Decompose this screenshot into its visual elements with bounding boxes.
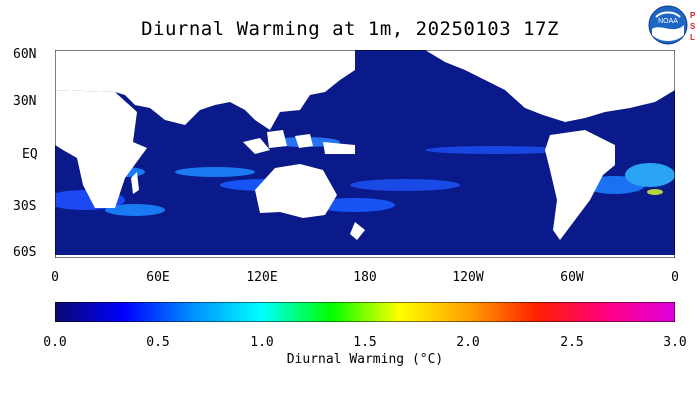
colorbar-title: Diurnal Warming (°C) (286, 352, 444, 367)
newguinea-land (323, 142, 355, 154)
colorbar-tick: 0.0 (43, 335, 67, 350)
colorbar-tick: 2.5 (560, 335, 584, 350)
northamerica-land (425, 50, 675, 122)
noaa-logo-icon: NOAA (648, 5, 688, 45)
svg-text:NOAA: NOAA (658, 18, 678, 25)
colorbar-tick: 2.0 (456, 335, 480, 350)
lat-label: 60S (13, 245, 37, 260)
map-title: Diurnal Warming at 1m, 20250103 17Z (141, 18, 559, 40)
lon-label: 120E (246, 270, 278, 285)
colorbar-tick: 0.5 (146, 335, 170, 350)
lat-label: EQ (22, 147, 38, 162)
southamerica-land (545, 130, 615, 240)
lat-label: 30N (13, 94, 37, 109)
colorbar-tick: 1.0 (250, 335, 274, 350)
lon-label: 120W (452, 270, 484, 285)
lon-label: 0 (671, 270, 679, 285)
eurasia-land (55, 50, 355, 130)
psl-badge: P S L (690, 11, 696, 42)
lon-label: 60E (146, 270, 170, 285)
colorbar-tick: 3.0 (663, 335, 687, 350)
colorbar (55, 302, 675, 322)
land-masses (55, 50, 675, 258)
newzealand-land (350, 222, 365, 240)
sst-map (55, 50, 675, 258)
australia-land (255, 164, 337, 218)
borneo-land (267, 130, 287, 148)
lat-label: 60N (13, 47, 37, 62)
colorbar-tick: 1.5 (353, 335, 377, 350)
lon-label: 0 (51, 270, 59, 285)
africa-land (55, 90, 147, 208)
sulawesi-land (295, 134, 313, 148)
lat-label: 30S (13, 199, 37, 214)
lon-label: 60W (560, 270, 584, 285)
lon-label: 180 (353, 270, 377, 285)
sumatra-land (243, 138, 270, 154)
antarctica-land (55, 255, 675, 258)
madagascar-land (131, 172, 139, 194)
